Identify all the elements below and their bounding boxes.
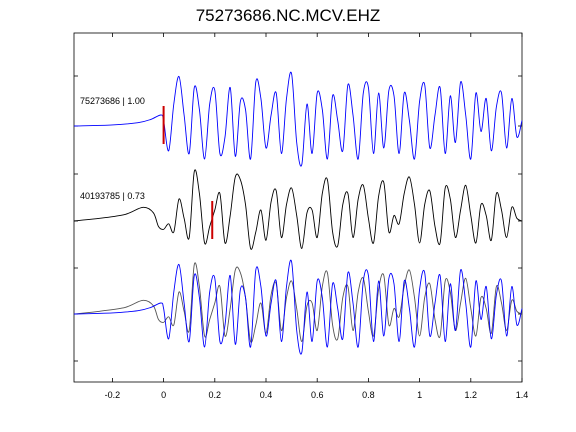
trace-2-line	[73, 169, 523, 250]
trace-labels: 75273686 | 1.00 40193785 | 0.73	[80, 96, 145, 201]
x-tick-label: 0.4	[260, 390, 273, 400]
traces	[73, 71, 523, 355]
x-tick-label: 0	[161, 390, 166, 400]
trace-label-1: 75273686 | 1.00	[80, 96, 145, 106]
x-tick-label: 0.2	[209, 390, 222, 400]
x-tick-label: -0.2	[105, 390, 121, 400]
trace-label-2: 40193785 | 0.73	[80, 191, 145, 201]
x-tick-label: 1.2	[465, 390, 478, 400]
x-tick-label: 0.6	[311, 390, 324, 400]
x-tick-label: 0.8	[362, 390, 375, 400]
trace-1-line	[73, 71, 523, 167]
overlay-trace-2	[73, 262, 523, 343]
overlay-trace-1	[73, 259, 523, 355]
chart-title: 75273686.NC.MCV.EHZ	[195, 6, 381, 25]
x-tick-label: 1	[417, 390, 422, 400]
axis-ticks: -0.2 0 0.2 0.4 0.6 0.8 1 1.2 1.4	[74, 33, 528, 400]
x-tick-label: 1.4	[516, 390, 529, 400]
